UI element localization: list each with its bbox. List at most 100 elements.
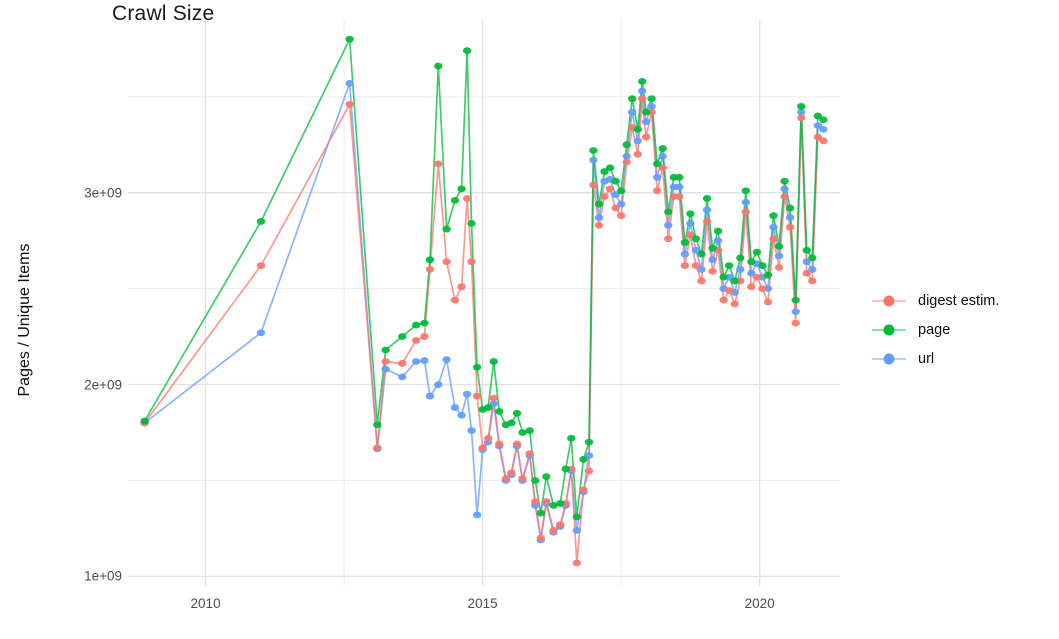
data-point [686, 210, 695, 218]
data-point [719, 296, 728, 304]
data-point [802, 269, 811, 277]
series-points-digestestim [140, 95, 828, 567]
data-point [457, 185, 466, 193]
data-point [434, 160, 443, 168]
data-point [802, 258, 811, 266]
plot-svg [128, 20, 840, 586]
data-point [531, 498, 540, 505]
legend-item[interactable]: url [872, 344, 1052, 373]
data-point [398, 373, 407, 381]
data-point [536, 534, 545, 542]
data-point [478, 444, 487, 452]
legend-item[interactable]: digest estim. [872, 286, 1052, 315]
data-point [664, 221, 673, 229]
data-point [633, 137, 642, 145]
data-point [457, 283, 466, 291]
data-point [785, 223, 795, 231]
data-point [702, 218, 712, 225]
data-point [713, 237, 723, 245]
data-point [512, 409, 522, 417]
data-point [628, 108, 637, 116]
data-point [785, 214, 795, 222]
data-point [633, 125, 642, 133]
data-point [675, 183, 684, 191]
data-point [616, 200, 626, 208]
data-point [567, 434, 576, 442]
data-point [611, 177, 620, 185]
data-point [622, 141, 631, 149]
legend-item[interactable]: page [872, 315, 1052, 344]
data-point [780, 193, 789, 200]
data-point [420, 319, 429, 327]
plot-panel [128, 20, 840, 586]
data-point [808, 277, 817, 285]
x-tick-label: 2015 [467, 596, 498, 611]
data-point [594, 221, 604, 229]
data-point [686, 231, 695, 239]
data-point [450, 296, 460, 304]
data-point [373, 444, 382, 452]
data-point [724, 262, 734, 269]
data-point [442, 225, 451, 233]
y-axis-tick-labels: 1e+09 2e+09 3e+09 [0, 20, 122, 586]
legend-key-icon [872, 320, 906, 340]
data-point [572, 513, 582, 521]
series-points-page [140, 35, 828, 521]
data-point [579, 486, 588, 494]
data-point [345, 79, 354, 87]
y-tick-label: 2e+09 [84, 377, 122, 393]
data-point [594, 214, 604, 222]
data-point [637, 95, 647, 103]
data-point [450, 196, 460, 204]
data-point [769, 235, 778, 243]
data-point [345, 35, 354, 43]
data-point [813, 122, 823, 129]
x-axis-tick-labels: 2010 2015 2020 [128, 588, 840, 616]
data-point [616, 212, 626, 220]
data-point [675, 173, 684, 181]
data-point [594, 200, 604, 208]
legend-item-label: page [918, 321, 951, 338]
data-point [462, 47, 472, 55]
data-point [256, 329, 266, 337]
data-point [780, 177, 789, 185]
data-point [658, 164, 667, 172]
data-point [652, 187, 662, 195]
data-point [507, 469, 516, 477]
data-point [658, 152, 667, 160]
data-point [420, 333, 429, 340]
data-point [462, 390, 472, 398]
data-point [467, 427, 476, 434]
data-point [572, 559, 582, 567]
legend: digest estim. page url [872, 286, 1052, 373]
data-point [457, 411, 466, 419]
data-point [637, 87, 647, 95]
data-point [785, 204, 795, 212]
data-point [763, 298, 773, 306]
data-point [549, 502, 558, 509]
data-point [702, 206, 712, 214]
data-point [425, 266, 435, 273]
data-point [680, 262, 690, 269]
data-point [398, 360, 407, 367]
data-point [483, 434, 493, 442]
data-point [411, 358, 421, 365]
data-point [675, 193, 684, 200]
data-point [819, 116, 828, 124]
legend-key-icon [872, 349, 906, 369]
series-points-url [140, 79, 828, 544]
data-point [611, 191, 620, 199]
legend-dot-icon [883, 295, 895, 306]
data-point [691, 246, 701, 254]
data-point [774, 264, 784, 271]
data-point [747, 283, 756, 291]
data-point [507, 419, 516, 427]
data-point [730, 300, 739, 308]
data-point [697, 266, 706, 273]
data-point [555, 500, 565, 507]
data-point [752, 248, 762, 256]
data-point [381, 358, 390, 365]
data-point [381, 365, 390, 373]
data-point [774, 252, 784, 260]
data-point [633, 150, 642, 158]
